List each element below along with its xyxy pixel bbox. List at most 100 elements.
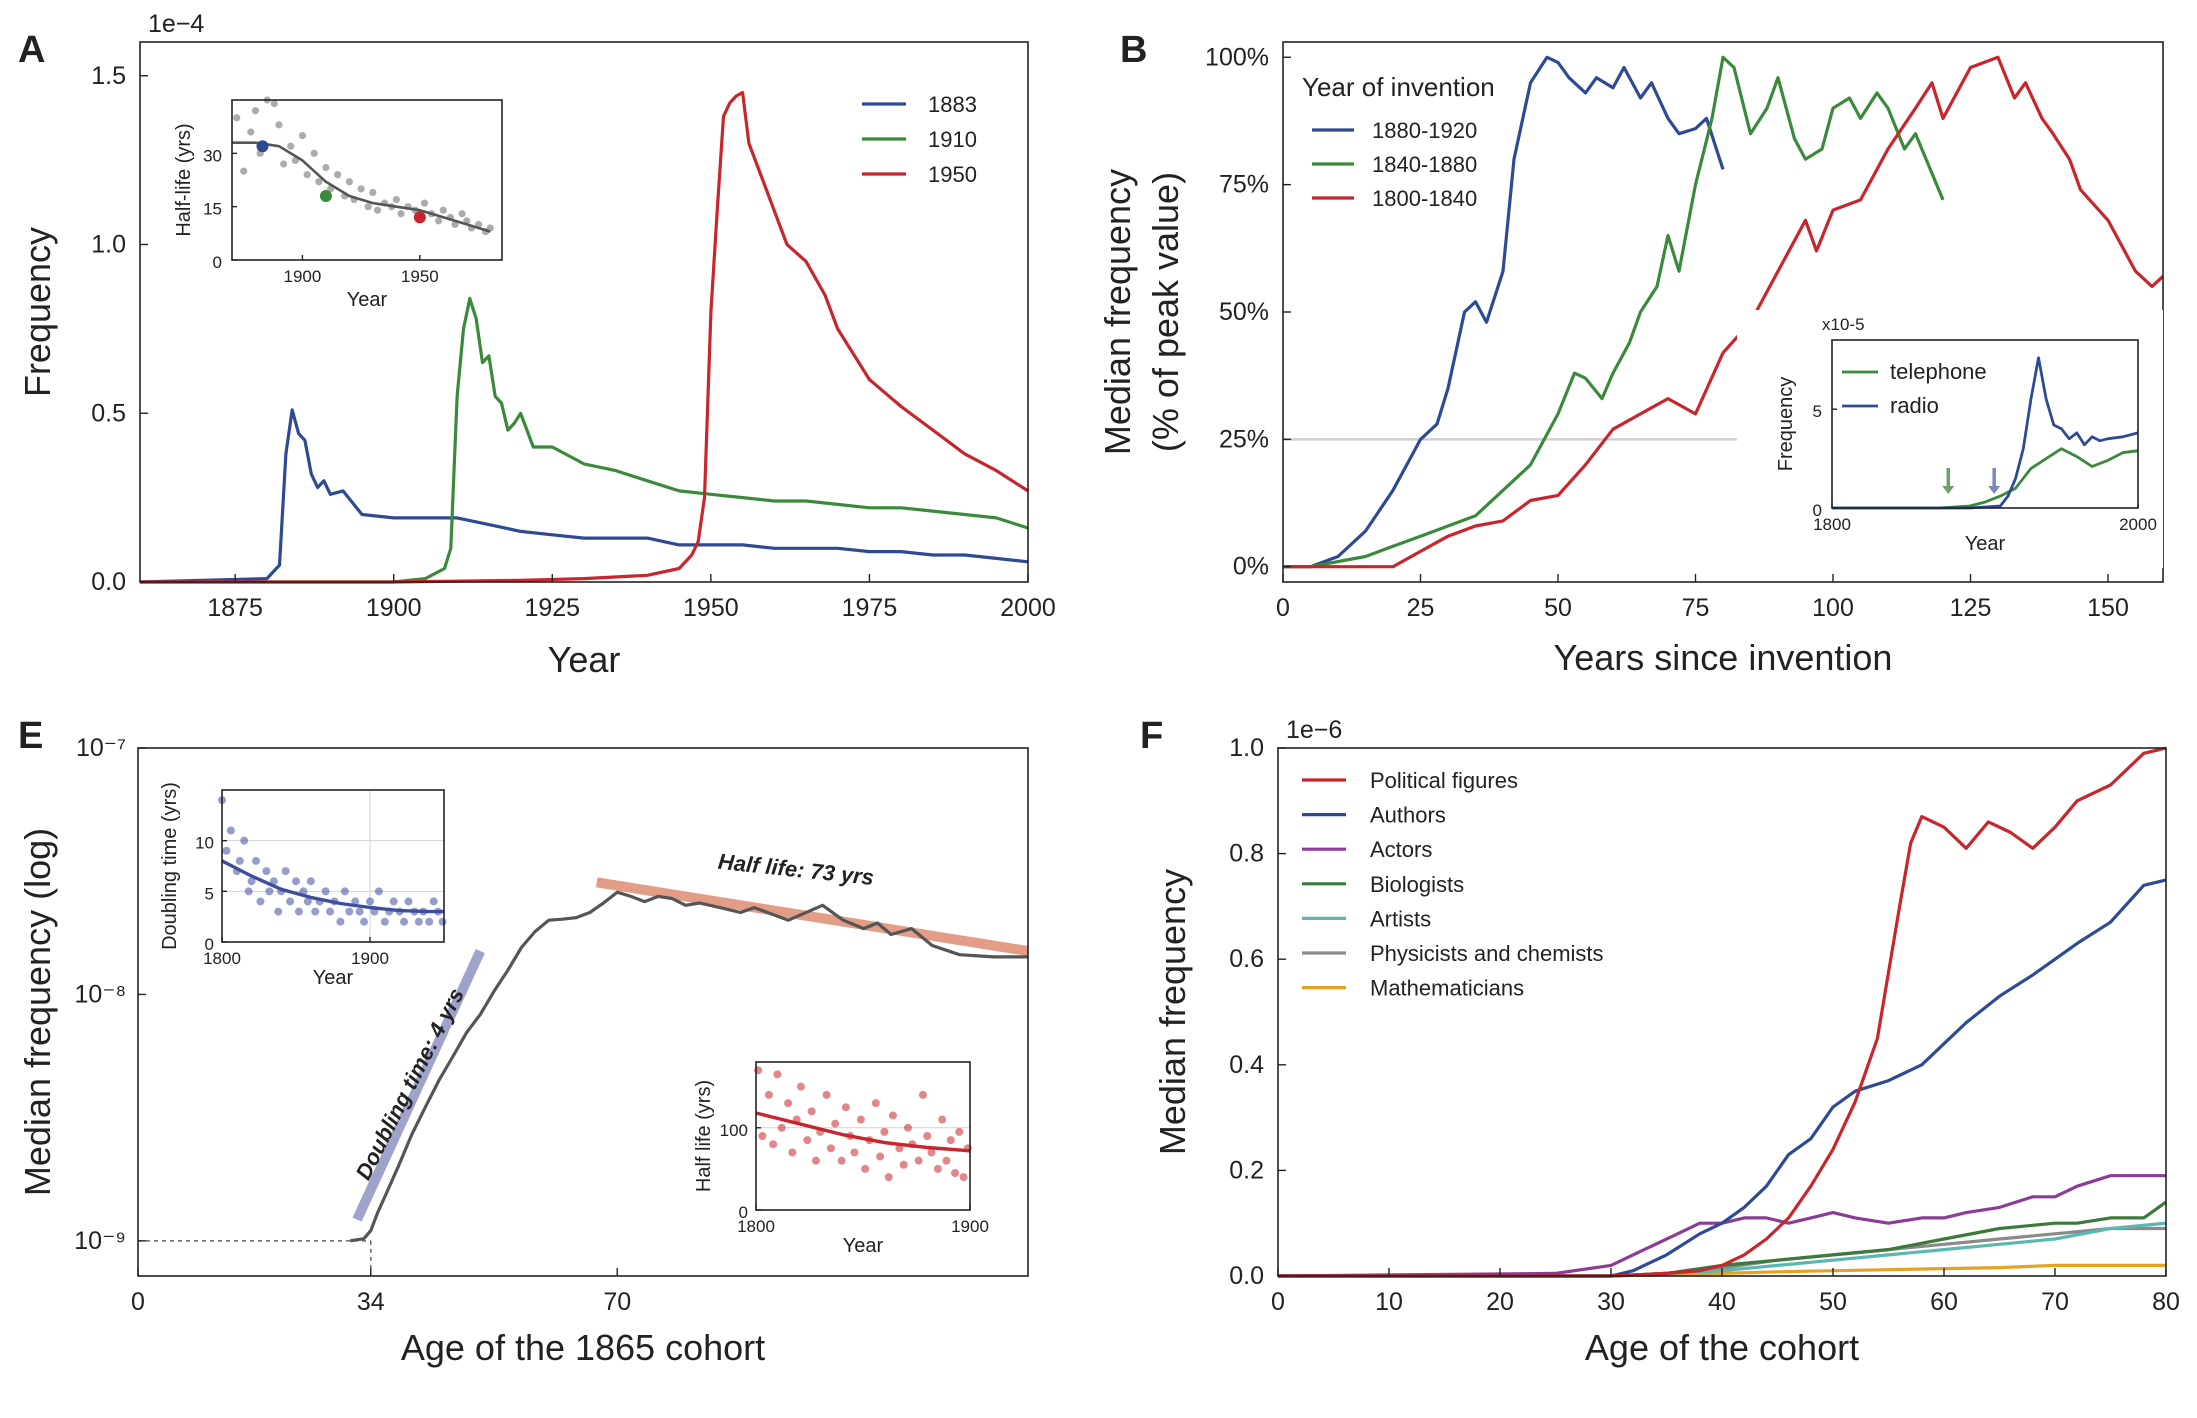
inset-0-point-36 xyxy=(380,917,389,926)
panel-e-chart: 0 34 70 10⁻⁹ 10⁻⁸ 10⁻⁷ Age of the 1865 cohort M… xyxy=(17,734,1029,1368)
b-ytick-label-2: 50% xyxy=(1219,298,1269,326)
e-inset-0-xtick-label-0: 1800 xyxy=(203,949,241,968)
inset-point-6 xyxy=(270,99,278,108)
inset-1-point-24 xyxy=(871,1099,880,1108)
inset-0-point-32 xyxy=(360,917,369,926)
e-inset-1-xtick-label-1: 1900 xyxy=(951,1217,989,1236)
inset-1-point-40 xyxy=(946,1136,955,1145)
inset-legend-label-telephone: telephone xyxy=(1890,359,1987,384)
a-inset-xtick-label-1: 1950 xyxy=(401,267,439,286)
b-ytick-label-3: 75% xyxy=(1219,171,1269,199)
doubling-fit-band xyxy=(352,948,485,1222)
inset-0-point-7 xyxy=(247,877,256,886)
inset-point-11 xyxy=(298,131,307,140)
inset-y-axis-label: Frequency xyxy=(1775,377,1797,472)
f-xtick-label-3: 30 xyxy=(1597,1288,1625,1316)
inset-series-radio xyxy=(1832,356,2139,510)
e-xtick-label-1: 34 xyxy=(357,1288,385,1316)
inset-highlight-point-2 xyxy=(413,211,426,224)
inset-y-axis-label: Half-life (yrs) xyxy=(173,123,195,236)
a-xtick-label-1: 1900 xyxy=(366,594,422,622)
series-line-actors xyxy=(1277,1174,2166,1278)
a-inset-ytick-label-0: 0 xyxy=(213,253,222,272)
inset-point-34 xyxy=(435,217,443,225)
inset-1-fit-line xyxy=(755,1111,971,1153)
inset-0-y-axis-label: Doubling time (yrs) xyxy=(159,782,181,950)
f-ytick-label-1: 0.2 xyxy=(1229,1156,1264,1184)
inset-0-x-axis-label: Year xyxy=(313,967,354,989)
a-xtick-label-2: 1925 xyxy=(524,594,580,622)
inset-0-point-10 xyxy=(262,867,271,876)
plot-frame xyxy=(139,41,1029,583)
inset-point-17 xyxy=(334,171,342,179)
inset-x-axis-label: Year xyxy=(1965,533,2006,555)
b-xtick-label-4: 100 xyxy=(1812,594,1854,622)
inset-point-7 xyxy=(275,121,283,129)
a-ytick-label-1: 0.5 xyxy=(91,399,126,427)
inset-1-point-34 xyxy=(918,1090,927,1099)
legend-label-1910: 1910 xyxy=(928,127,977,152)
inset-0-point-27 xyxy=(336,917,345,926)
a-inset-xtick-label-0: 1900 xyxy=(284,267,322,286)
inset-0-point-16 xyxy=(286,897,295,906)
half-life-annotation: Half life: 73 yrs xyxy=(717,849,875,890)
legend-label-biologists: Biologists xyxy=(1370,872,1464,897)
inset-0-point-13 xyxy=(274,907,283,916)
inset-1-point-41 xyxy=(951,1169,960,1177)
series-line-1883 xyxy=(139,408,1029,584)
inset-background xyxy=(1737,310,2163,568)
inset-1-point-6 xyxy=(784,1099,793,1108)
b-inset-ytick-label-0: 0 xyxy=(1813,501,1822,520)
inset-1-point-29 xyxy=(895,1144,904,1153)
inset-0-point-41 xyxy=(404,897,413,906)
legend-label-1880-1920: 1880-1920 xyxy=(1372,118,1477,143)
inset-point-28 xyxy=(397,210,405,218)
b-xtick-label-6: 150 xyxy=(2087,594,2129,622)
inset-0-point-6 xyxy=(244,887,253,896)
x-axis-label: Years since invention xyxy=(1554,637,1893,678)
legend-label-1840-1880: 1840-1880 xyxy=(1372,152,1477,177)
inset-1-point-3 xyxy=(769,1140,778,1149)
inset-1-point-10 xyxy=(803,1136,812,1145)
inset-point-2 xyxy=(247,128,255,136)
series-line-0 xyxy=(349,890,1028,1243)
series-line-1880-1920 xyxy=(1283,55,1725,569)
inset-point-32 xyxy=(420,199,429,207)
inset-0-point-22 xyxy=(311,907,320,916)
e-inset-1-xtick-label-0: 1800 xyxy=(737,1217,775,1236)
inset-0-fit-line xyxy=(221,859,444,914)
inset-1-point-33 xyxy=(914,1156,923,1165)
e-inset-1-ytick-label-1: 100 xyxy=(720,1121,748,1140)
inset-0-point-11 xyxy=(265,887,274,896)
inset-point-21 xyxy=(357,185,365,193)
panel-letter-a: A xyxy=(18,29,45,71)
panel-letter-e: E xyxy=(18,715,43,757)
inset-point-24 xyxy=(373,206,382,214)
inset-1-point-16 xyxy=(831,1119,840,1128)
inset-0-point-40 xyxy=(400,917,409,926)
inset-0-point-17 xyxy=(292,877,300,886)
e-inset-1-ytick-label-0: 0 xyxy=(739,1203,748,1222)
inset-0-point-18 xyxy=(294,907,303,916)
b-inset-xtick-label-1: 2000 xyxy=(2119,515,2157,534)
a-inset-ytick-label-1: 15 xyxy=(203,200,222,219)
plot-frame xyxy=(137,747,1029,1277)
panel-a-chart: 1875 1900 1925 1950 1975 2000 0.0 0.5 1.0 1.5 1e−4… xyxy=(17,10,1056,680)
inset-0-point-5 xyxy=(240,836,249,845)
y-axis-label: Median frequency xyxy=(1152,869,1193,1155)
inset-0-point-46 xyxy=(429,897,438,906)
f-xtick-label-4: 40 xyxy=(1708,1288,1736,1316)
inset-arrow-head-1 xyxy=(1988,486,2001,494)
legend-label-political-figures: Political figures xyxy=(1370,768,1518,793)
e-xtick-label-2: 70 xyxy=(603,1288,631,1316)
e-ytick-label-1: 10⁻⁸ xyxy=(74,980,126,1008)
y-axis-label-line-1: Median frequency xyxy=(1097,169,1138,455)
a-xtick-label-3: 1950 xyxy=(683,594,739,622)
inset-1-point-43 xyxy=(959,1173,968,1182)
inset-point-38 xyxy=(458,210,466,218)
x-axis-label: Age of the cohort xyxy=(1585,1327,1859,1368)
inset-1-point-2 xyxy=(764,1090,773,1099)
e-ytick-label-2: 10⁻⁷ xyxy=(76,734,126,762)
a-xtick-label-5: 2000 xyxy=(1000,594,1056,622)
x-axis-label: Year xyxy=(548,639,621,680)
